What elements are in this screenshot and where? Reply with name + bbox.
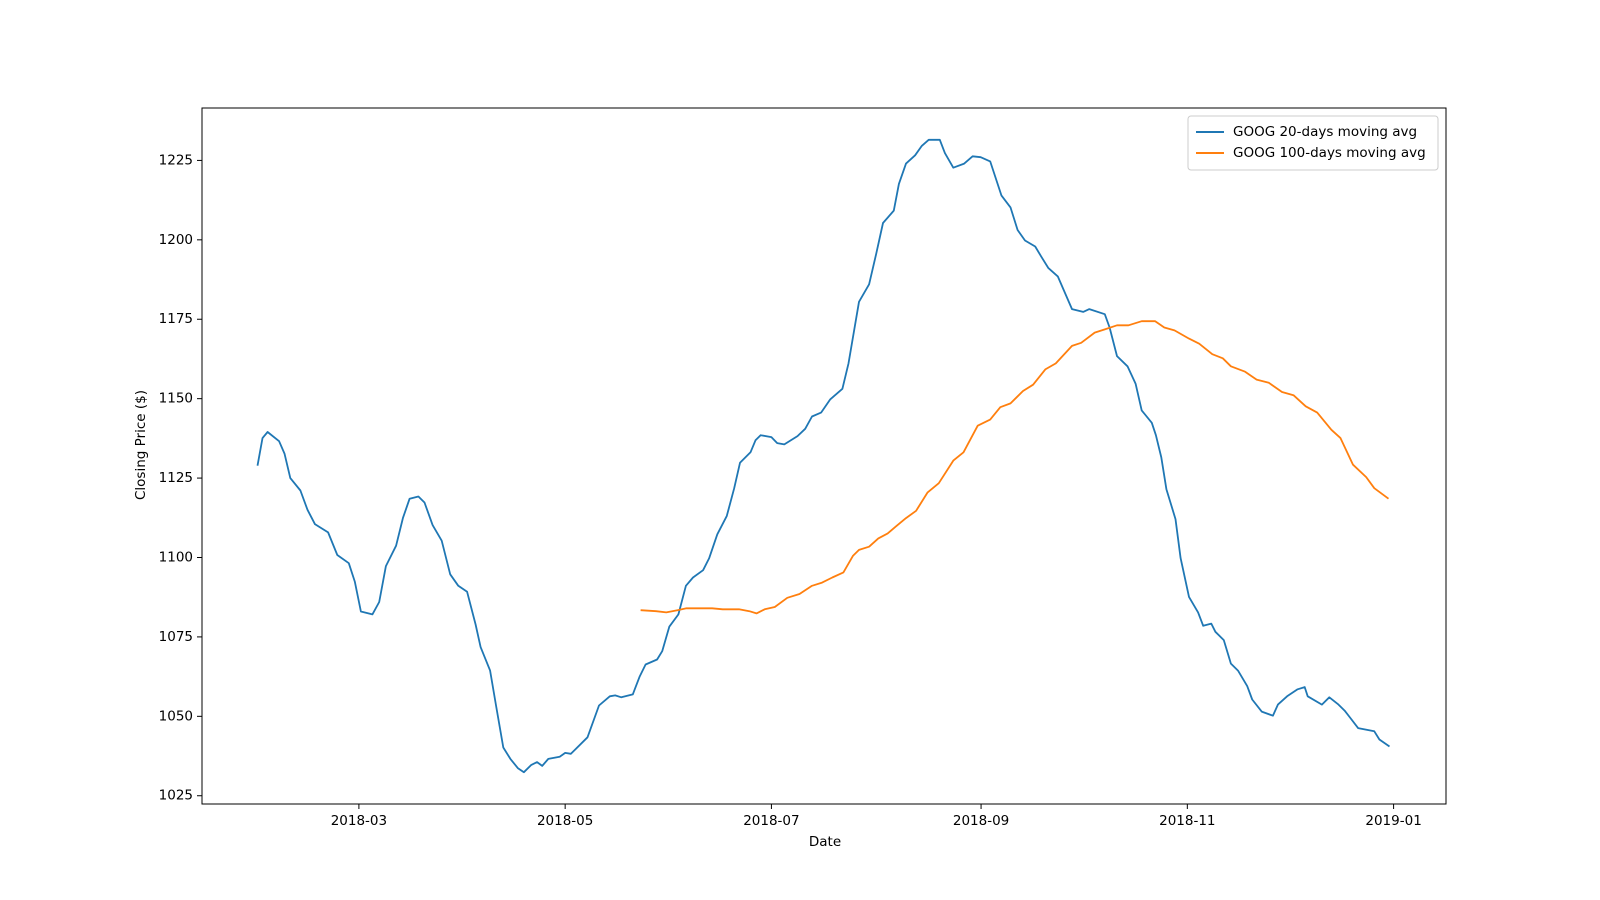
- line-series: [256, 138, 1391, 774]
- x-tick-label: 2018-05: [537, 813, 593, 829]
- y-tick-label: 1075: [159, 629, 193, 645]
- legend-label: GOOG 100-days moving avg: [1233, 145, 1426, 161]
- y-tick-label: 1225: [159, 152, 193, 168]
- x-axis-label: Date: [809, 834, 841, 850]
- y-tick-label: 1200: [159, 232, 193, 248]
- legend-label: GOOG 20-days moving avg: [1233, 124, 1417, 140]
- y-tick-label: 1050: [159, 708, 193, 724]
- y-axis-label: Closing Price ($): [133, 390, 149, 500]
- legend: GOOG 20-days moving avg GOOG 100-days mov…: [1187, 115, 1439, 171]
- y-tick-label: 1150: [159, 391, 193, 407]
- y-tick-label: 1100: [159, 549, 193, 565]
- y-tick-label: 1125: [159, 470, 193, 486]
- x-tick-label: 2018-09: [953, 813, 1009, 829]
- x-tick-label: 2019-01: [1365, 813, 1421, 829]
- y-tick-label: 1175: [159, 311, 193, 327]
- legend-box: [1187, 115, 1439, 171]
- x-tick-label: 2018-07: [743, 813, 799, 829]
- x-tick-label: 2018-11: [1159, 813, 1215, 829]
- plot-frame: [201, 107, 1447, 805]
- line-series: [640, 320, 1390, 615]
- x-tick-label: 2018-03: [331, 813, 387, 829]
- y-tick-label: 1025: [159, 788, 193, 804]
